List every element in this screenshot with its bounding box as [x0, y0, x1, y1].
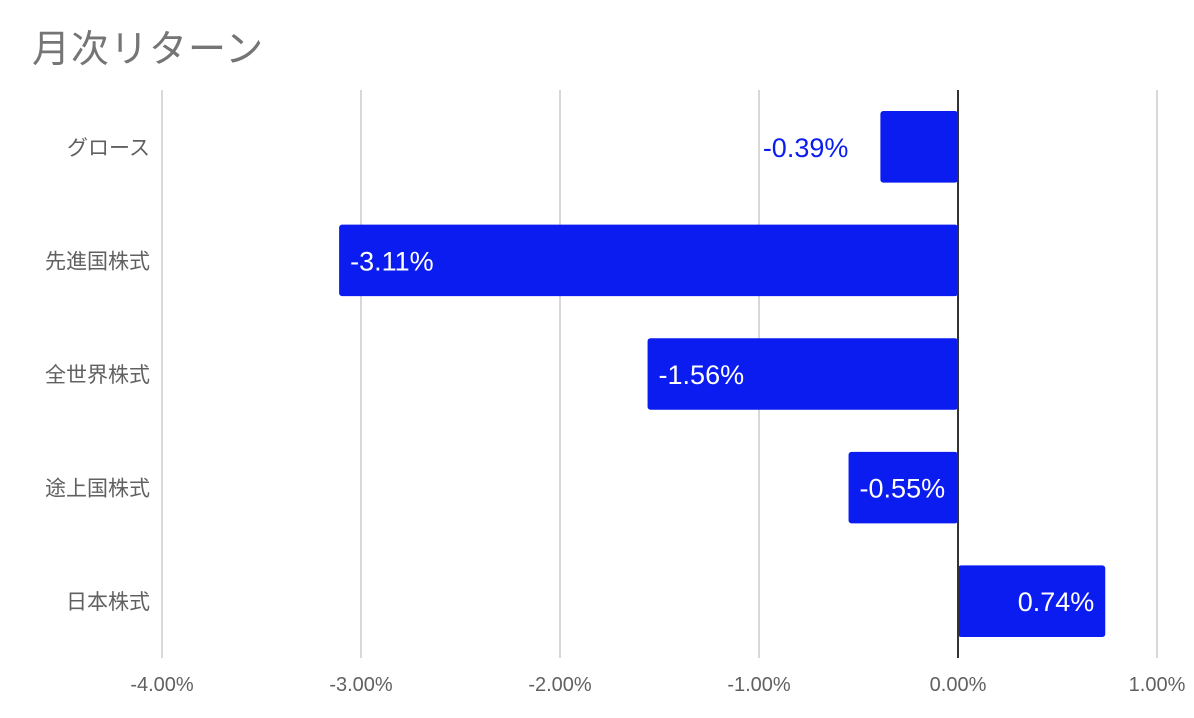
bar [848, 451, 958, 524]
bar [958, 565, 1106, 637]
data-label: -0.39% [763, 133, 849, 163]
x-tick-label: 0.00% [930, 674, 987, 696]
bar [647, 338, 958, 410]
bars [339, 111, 1106, 637]
bar [339, 224, 958, 297]
category-label: 途上国株式 [45, 477, 150, 501]
x-tick-label: -4.00% [130, 674, 194, 696]
data-label: -3.11% [350, 246, 434, 276]
category-label: 先進国株式 [45, 249, 150, 273]
data-label: -1.56% [659, 360, 745, 390]
category-label: 日本株式 [66, 590, 150, 614]
bar [880, 111, 958, 183]
category-label: 全世界株式 [45, 363, 150, 387]
x-tick-label: -3.00% [329, 674, 393, 696]
x-axis-ticks: -4.00% -3.00% -2.00% -1.00% 0.00% 1.00% [130, 674, 1185, 696]
chart-title: 月次リターン [32, 27, 265, 71]
x-tick-label: -2.00% [528, 674, 592, 696]
data-labels: -0.39% -3.11% -1.56% -0.55% 0.74% [350, 133, 1094, 617]
x-tick-label: 1.00% [1129, 674, 1186, 696]
data-label: -0.55% [860, 474, 946, 504]
x-tick-label: -1.00% [727, 674, 791, 696]
category-label: グロース [67, 136, 150, 160]
data-label: 0.74% [1018, 587, 1095, 617]
